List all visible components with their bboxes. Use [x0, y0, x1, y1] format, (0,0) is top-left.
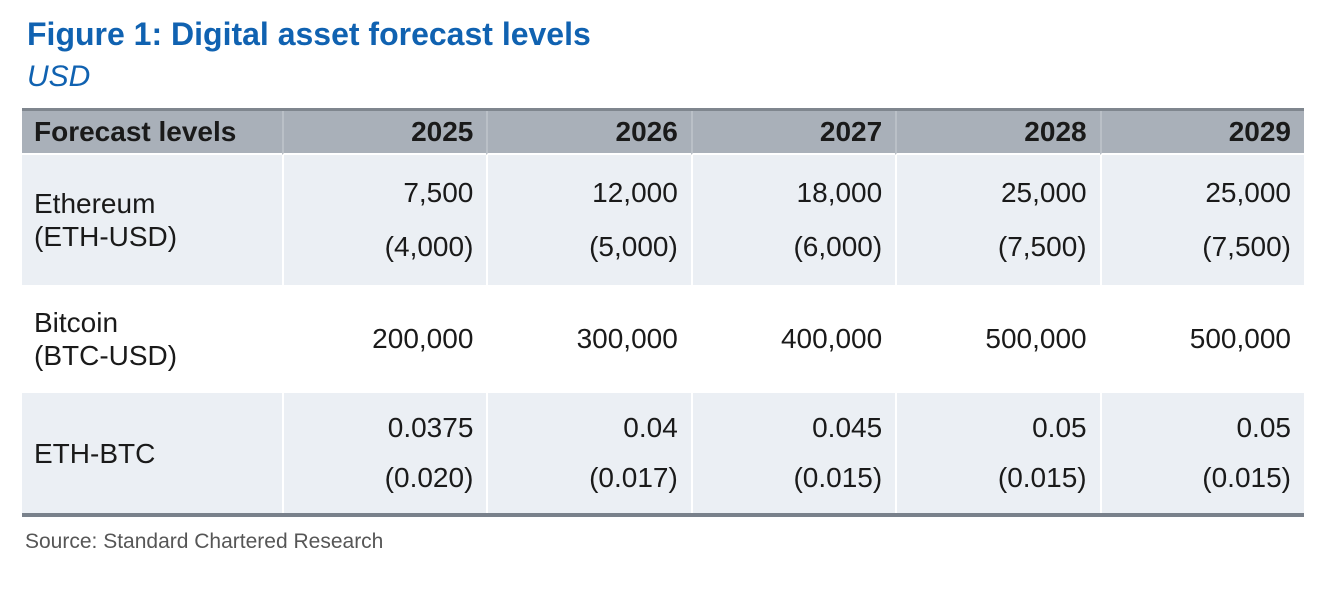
column-header-2027: 2027: [690, 111, 896, 156]
table-cell: 200,000: [282, 285, 486, 394]
forecast-value: 0.0375: [387, 411, 474, 443]
forecast-value: 400,000: [780, 323, 883, 355]
figure-subtitle: USD: [27, 59, 91, 93]
asset-ticker: (ETH-USD): [34, 221, 178, 253]
secondary-value: (4,000): [384, 230, 474, 262]
secondary-value: (5,000): [589, 230, 678, 262]
secondary-value: (0.020): [384, 462, 474, 494]
forecast-value: 300,000: [576, 323, 678, 355]
table-cell: 12,000 (5,000): [486, 155, 691, 286]
asset-ticker: (BTC-USD): [34, 340, 178, 372]
secondary-value: (0.015): [793, 462, 883, 494]
table-cell: 0.04 (0.017): [486, 393, 691, 514]
source-note: Source: Standard Chartered Research: [25, 530, 384, 554]
report-figure: Figure 1: Digital asset forecast levels …: [22, 16, 1304, 554]
forecast-value: 500,000: [985, 323, 1087, 355]
table-cell: 300,000: [486, 285, 690, 394]
forecast-value: 25,000: [1205, 177, 1291, 209]
secondary-value: (0.015): [1202, 462, 1291, 494]
table-cell: 25,000 (7,500): [895, 155, 1100, 286]
forecast-value: 0.04: [623, 411, 678, 443]
forecast-value: 25,000: [1000, 177, 1087, 209]
table-cell: 400,000: [690, 285, 895, 394]
secondary-value: (0.015): [997, 462, 1087, 494]
forecast-value: 0.05: [1236, 411, 1291, 443]
figure-title: Figure 1: Digital asset forecast levels: [27, 16, 591, 52]
forecast-table: Forecast levels 2025 2026 2027 2028 2029…: [22, 108, 1304, 518]
row-label-eth-btc: ETH-BTC: [22, 393, 282, 514]
secondary-value: (7,500): [997, 230, 1087, 262]
forecast-value: 200,000: [372, 323, 474, 355]
asset-name: Bitcoin: [34, 307, 119, 339]
table-cell: 500,000: [1099, 285, 1304, 394]
table-cell: 0.0375 (0.020): [282, 393, 487, 514]
secondary-value: (0.017): [589, 462, 678, 494]
table-cell: 25,000 (7,500): [1099, 155, 1304, 286]
asset-name: Ethereum: [34, 188, 156, 220]
forecast-value: 7,500: [403, 177, 474, 209]
forecast-value: 12,000: [592, 177, 678, 209]
table-cell: 18,000 (6,000): [690, 155, 896, 286]
row-label-bitcoin: Bitcoin (BTC-USD): [22, 285, 282, 393]
asset-name: ETH-BTC: [34, 437, 156, 469]
secondary-value: (6,000): [793, 230, 883, 262]
forecast-value: 18,000: [796, 177, 883, 209]
forecast-value: 500,000: [1189, 323, 1291, 355]
column-header-2025: 2025: [282, 111, 487, 156]
row-label-ethereum: Ethereum (ETH-USD): [22, 155, 282, 286]
table-cell: 0.045 (0.015): [690, 393, 896, 514]
forecast-value: 0.05: [1032, 411, 1087, 443]
column-header-2028: 2028: [895, 111, 1100, 156]
secondary-value: (7,500): [1202, 230, 1291, 262]
table-cell: 0.05 (0.015): [1099, 393, 1304, 514]
table-cell: 7,500 (4,000): [282, 155, 487, 286]
column-header-2026: 2026: [486, 111, 691, 156]
table-cell: 500,000: [895, 285, 1099, 394]
forecast-value: 0.045: [812, 411, 883, 443]
column-header-2029: 2029: [1099, 111, 1304, 156]
column-header-forecast-levels: Forecast levels: [22, 111, 282, 156]
table-cell: 0.05 (0.015): [895, 393, 1100, 514]
